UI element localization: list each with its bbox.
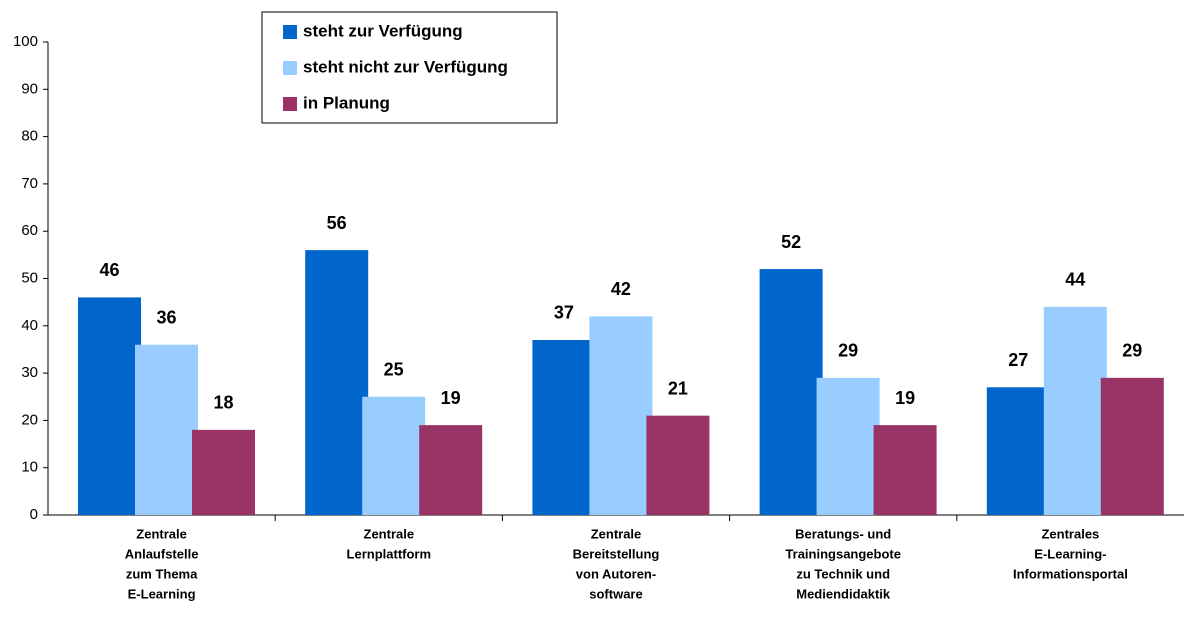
y-tick-label: 10: [21, 459, 38, 476]
value-label: 56: [327, 213, 347, 233]
bar: [135, 344, 198, 515]
x-tick-label: E-Learning-: [1034, 546, 1106, 561]
value-label: 19: [895, 388, 915, 408]
value-label: 36: [156, 307, 176, 327]
legend-swatch: [283, 25, 297, 39]
legend-label: steht zur Verfügung: [303, 21, 463, 40]
x-tick-label: Trainingsangebote: [785, 546, 901, 561]
legend-box: [261, 11, 558, 124]
bar: [192, 429, 255, 515]
x-tick-label: zum Thema: [126, 566, 198, 581]
legend-label: steht nicht zur Verfügung: [303, 57, 508, 76]
bar: [986, 387, 1050, 515]
bar: [589, 316, 653, 515]
y-tick-label: 20: [21, 411, 38, 428]
x-tick-label: E-Learning: [128, 586, 196, 601]
x-tick-label: Zentrales: [1041, 526, 1099, 541]
y-tick-label: 50: [21, 269, 38, 286]
bar: [532, 339, 596, 515]
x-tick-label: zu Technik und: [796, 566, 890, 581]
value-label: 44: [1065, 270, 1085, 290]
x-tick-label: Zentrale: [364, 526, 415, 541]
x-tick-label: software: [589, 586, 642, 601]
value-label: 29: [1122, 341, 1142, 361]
y-tick-label: 0: [30, 506, 38, 523]
bar: [78, 297, 141, 515]
bar: [759, 269, 823, 515]
value-label: 29: [838, 341, 858, 361]
value-label: 37: [554, 303, 574, 323]
value-label: 19: [441, 388, 461, 408]
x-tick-label: Mediendidaktik: [796, 586, 891, 601]
value-label: 25: [384, 360, 404, 380]
x-tick-label: Zentrale: [136, 526, 187, 541]
y-tick-label: 60: [21, 222, 38, 239]
value-label: 52: [781, 232, 801, 252]
legend-label: in Planung: [303, 93, 390, 112]
y-tick-label: 30: [21, 364, 38, 381]
y-tick-label: 70: [21, 175, 38, 192]
bar: [362, 396, 426, 515]
value-label: 27: [1008, 350, 1028, 370]
x-tick-label: Informationsportal: [1013, 566, 1128, 581]
value-label: 18: [213, 393, 233, 413]
bar: [305, 250, 369, 515]
bar: [873, 425, 937, 515]
y-tick-label: 100: [13, 33, 38, 50]
bar: [1100, 377, 1164, 515]
y-tick-label: 90: [21, 80, 38, 97]
x-tick-label: Bereitstellung: [573, 546, 660, 561]
x-tick-label: Lernplattform: [347, 546, 432, 561]
x-tick-label: Beratungs- und: [795, 526, 891, 541]
x-tick-label: von Autoren-: [576, 566, 656, 581]
legend-swatch: [283, 97, 297, 111]
bar: [816, 377, 880, 515]
value-label: 42: [611, 279, 631, 299]
legend-swatch: [283, 61, 297, 75]
x-tick-label: Anlaufstelle: [125, 546, 199, 561]
bar: [419, 425, 483, 515]
x-tick-label: Zentrale: [591, 526, 642, 541]
y-tick-label: 80: [21, 128, 38, 145]
value-label: 21: [668, 378, 688, 398]
y-tick-label: 40: [21, 317, 38, 334]
bar: [646, 415, 710, 515]
value-label: 46: [99, 260, 119, 280]
bar: [1043, 306, 1107, 515]
